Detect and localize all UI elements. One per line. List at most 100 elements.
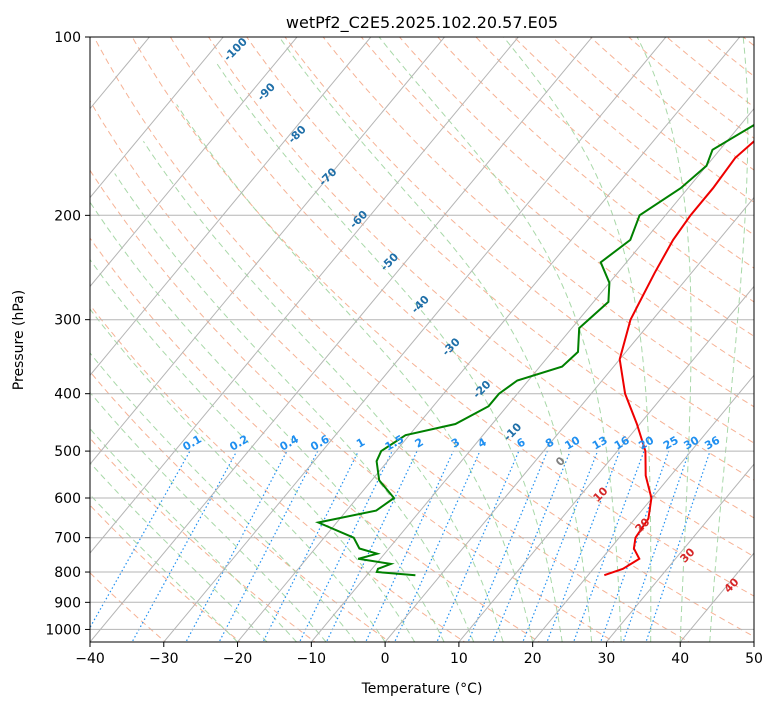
moist-adiabat-line: [90, 493, 238, 642]
y-tick-label: 1000: [45, 622, 81, 638]
moist-adiabat-line: [142, 141, 504, 642]
isotherm-line: [90, 37, 519, 554]
mixing-ratio-line: [365, 450, 454, 642]
mixing-ratio-label: 10: [563, 433, 583, 452]
dry-adiabat-line: [513, 37, 754, 236]
dry-adiabat-line: [284, 37, 754, 444]
y-tick-label: 900: [54, 595, 81, 611]
x-tick-label: 30: [598, 651, 616, 667]
y-tick-label: 600: [54, 491, 81, 507]
chart-title: wetPf2_C2E5.2025.102.20.57.E05: [286, 13, 558, 33]
moist-adiabat-line: [176, 104, 534, 642]
x-tick-label: 0: [381, 651, 390, 667]
dry-adiabat-line: [475, 37, 754, 269]
dry-adiabat-line: [627, 37, 754, 139]
isotherm-line: [90, 37, 298, 288]
moist-adiabat-line: [636, 37, 692, 642]
x-tick-label: 50: [745, 651, 763, 667]
isotherm-line: [163, 37, 667, 642]
isopleth-labels: -100-90-80-70-60-50-40-30-20-100.1 0.2 0.4…: [180, 35, 741, 596]
dry-adiabat-line: [704, 37, 754, 77]
mixing-ratio-line: [394, 450, 481, 642]
mixing-ratio-label: 1.5: [383, 433, 406, 454]
mixing-ratio-label: 0.6: [308, 432, 332, 453]
mixing-ratio-line: [325, 450, 418, 642]
x-axis: −40 −30 −20 −10 0 10 20 30 40 50: [75, 642, 763, 667]
moist-adiabat-line: [90, 352, 356, 642]
plot-frame: [89, 36, 755, 643]
mixing-ratio-line: [131, 450, 238, 642]
moist-adiabat-line: [378, 37, 622, 642]
dry-adiabat-label: -60: [347, 208, 370, 231]
moist-adiabat-line: [215, 61, 563, 642]
moist-adiabat-line: [90, 201, 445, 642]
dry-adiabat-line: [90, 100, 691, 642]
mixing-ratio-label: 4: [476, 435, 489, 450]
y-tick-label: 200: [54, 208, 81, 224]
mixing-ratio-line: [522, 450, 599, 642]
dry-adiabat-line: [90, 504, 242, 642]
moist-adiabat-line: [90, 391, 327, 642]
mixing-ratio-line: [467, 450, 548, 642]
mixing-ratio-label: 20: [636, 433, 656, 452]
background-lines: [90, 37, 754, 642]
dry-adiabat-line: [246, 37, 754, 481]
mixing-ratio-line: [90, 450, 191, 629]
dry-adiabat-line: [360, 37, 754, 372]
y-tick-label: 700: [54, 531, 81, 547]
mixing-ratio-line: [622, 450, 690, 642]
isotherm-line: [384, 196, 754, 642]
isotherm-line: [458, 285, 754, 642]
y-tick-label: 800: [54, 565, 81, 581]
mixing-ratio-label: 30: [682, 433, 702, 452]
profile-series: [314, 123, 754, 577]
isotherm-line: [531, 374, 754, 642]
y-tick-label: 400: [54, 387, 81, 403]
mixing-ratio-label: 3: [449, 436, 462, 451]
mixing-ratio-line: [262, 450, 359, 642]
dewpoint-line: [314, 123, 754, 577]
mixing-ratio-line: [546, 450, 621, 642]
dry-adiabat-label: -40: [409, 293, 432, 316]
x-tick-label: −20: [223, 651, 253, 667]
y-tick-label: 300: [54, 313, 81, 329]
y-tick-label: 100: [54, 30, 81, 46]
dry-adiabat-line: [90, 437, 316, 642]
mixing-ratio-label: 25: [661, 434, 681, 453]
x-tick-label: 20: [524, 651, 542, 667]
moist-adiabat-label: 10: [591, 484, 611, 504]
dry-adiabat-line: [398, 37, 754, 337]
x-tick-label: 40: [671, 651, 689, 667]
mixing-ratio-line: [298, 450, 393, 642]
mixing-ratio-line: [185, 450, 288, 642]
x-tick-label: −30: [149, 651, 179, 667]
isotherm-line: [236, 37, 741, 642]
dry-adiabat-line: [169, 37, 754, 558]
mixing-ratio-line: [218, 450, 319, 642]
moist-adiabat-line: [278, 37, 593, 642]
y-tick-label: 500: [54, 444, 81, 460]
isotherm-line: [605, 463, 754, 642]
dry-adiabat-label: -30: [440, 335, 463, 358]
moist-adiabat-label: 30: [678, 545, 698, 565]
dry-adiabat-line: [207, 37, 754, 519]
isotherm-line: [90, 37, 224, 199]
dry-adiabat-line: [90, 237, 541, 642]
moist-adiabat-line: [114, 173, 475, 642]
isotherm-line: [753, 641, 754, 642]
mixing-ratio-line: [645, 450, 711, 642]
dry-adiabat-line: [90, 304, 466, 642]
dry-adiabat-label: -70: [316, 165, 339, 188]
x-tick-label: 10: [450, 651, 468, 667]
dry-adiabat-line: [437, 37, 754, 303]
mixing-ratio-line: [436, 450, 520, 642]
temperature-line: [603, 139, 754, 577]
x-tick-label: −10: [297, 651, 327, 667]
mixing-ratio-line: [492, 450, 571, 642]
moist-adiabat-line: [709, 37, 749, 642]
mixing-ratio-label: 0.4: [277, 432, 301, 453]
dry-adiabat-label: -50: [378, 250, 401, 273]
dry-adiabat-line: [90, 169, 616, 642]
moist-adiabat-line: [503, 37, 652, 642]
